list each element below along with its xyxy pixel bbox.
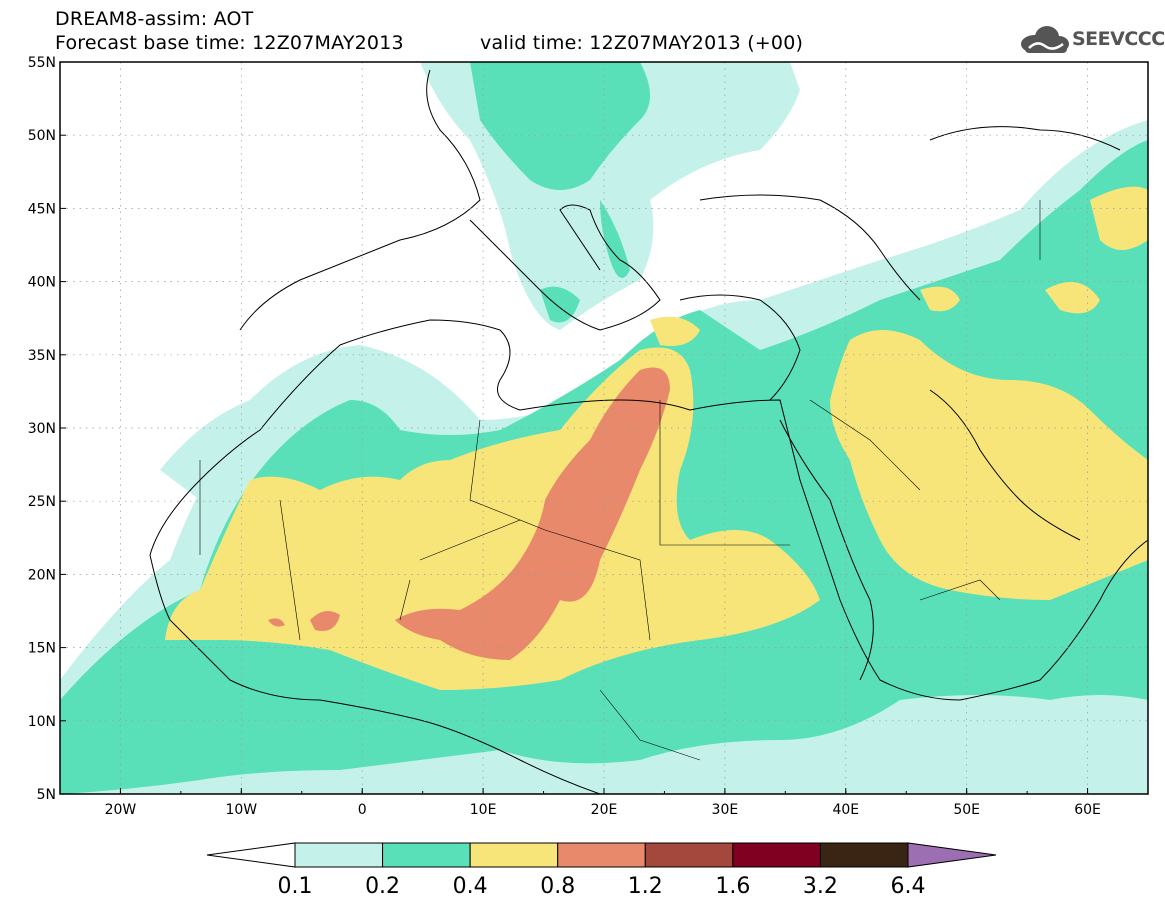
lon-tick-label: 20E	[591, 802, 618, 818]
lat-tick-label: 30N	[28, 421, 56, 437]
colorbar-label: 6.4	[891, 874, 926, 899]
colorbar-label: 0.4	[453, 874, 488, 899]
colorbar-low-arrow	[206, 842, 296, 868]
colorbar-label: 1.2	[628, 874, 663, 899]
coastlines	[149, 69, 1148, 794]
colorbar: 0.1 0.2 0.4 0.8 1.2 1.6 3.2 6.4	[206, 842, 997, 899]
colorbar-label: 0.1	[278, 874, 313, 899]
lon-tick-label: 30E	[712, 802, 739, 818]
colorbar-swatch	[819, 842, 909, 868]
colorbar-high-arrow	[907, 842, 997, 868]
lat-tick-label: 15N	[28, 641, 56, 657]
lon-labels: 20W 10W 0 10E 20E 30E 40E 50E 60E	[105, 802, 1101, 818]
lon-tick-label: 10E	[470, 802, 497, 818]
colorbar-swatch	[294, 842, 384, 868]
colorbar-swatch	[644, 842, 734, 868]
lon-tick-label: 60E	[1074, 802, 1101, 818]
colorbar-label: 3.2	[803, 874, 838, 899]
lon-tick-label: 0	[358, 802, 367, 818]
forecast-base-time: Forecast base time: 12Z07MAY2013	[55, 32, 404, 54]
colorbar-swatch	[557, 842, 646, 868]
axis-ticks	[59, 61, 1149, 795]
lat-tick-label: 50N	[28, 128, 56, 144]
colorbar-label: 0.8	[540, 874, 575, 899]
lat-tick-label: 40N	[28, 275, 56, 291]
colorbar-label: 0.2	[365, 874, 400, 899]
lat-tick-label: 10N	[28, 714, 56, 730]
lat-tick-label: 20N	[28, 567, 56, 583]
lon-tick-label: 40E	[832, 802, 859, 818]
colorbar-swatch	[469, 842, 559, 868]
lat-tick-label: 45N	[28, 201, 56, 217]
colorbar-swatch	[382, 842, 471, 868]
lat-labels: 55N 50N 45N 40N 35N 30N 25N 20N 15N 10N 5N	[28, 55, 56, 803]
country-borders	[199, 200, 1041, 761]
lon-tick-label: 50E	[953, 802, 980, 818]
lon-tick-label: 10W	[225, 802, 257, 818]
logo-text: SEEVCCC	[1072, 28, 1165, 50]
colorbar-swatch	[732, 842, 821, 868]
lat-tick-label: 55N	[28, 55, 56, 71]
map-title: DREAM8-assim: AOT	[55, 8, 254, 30]
lat-tick-label: 5N	[37, 787, 56, 803]
lat-tick-label: 35N	[28, 348, 56, 364]
lon-tick-label: 20W	[105, 802, 137, 818]
cloud-logo-icon	[1021, 26, 1069, 53]
aot-field	[60, 62, 1148, 794]
lat-tick-label: 25N	[28, 494, 56, 510]
colorbar-label: 1.6	[715, 874, 750, 899]
aot-level-0.8	[268, 367, 670, 660]
valid-time: valid time: 12Z07MAY2013 (+00)	[480, 32, 804, 54]
